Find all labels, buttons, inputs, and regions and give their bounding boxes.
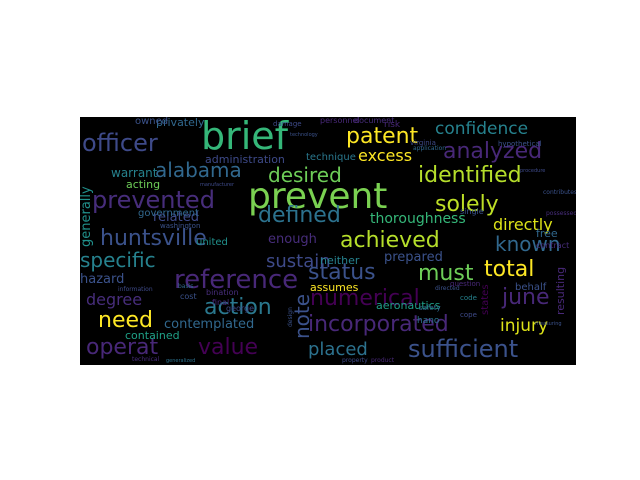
word: identified [418,163,522,188]
word: measuring [535,321,562,327]
word-cloud: brief prevent officer patent confidence … [80,117,576,365]
word: government [138,208,199,219]
word: officer [82,129,158,157]
word: june [502,285,550,310]
word: prevented [92,186,215,214]
word: thoroughness [370,211,466,227]
word: operat [86,335,159,360]
word: related [153,210,199,225]
word: excess [358,146,413,165]
word: specific [80,248,156,272]
word: brief [201,117,289,158]
word: damage [273,120,302,128]
word: generalized [166,358,196,364]
word: sustain [266,251,331,272]
word: possessed [546,210,576,217]
word: behalf [515,282,547,293]
word: assumes [310,281,359,294]
word: huntsville [100,226,207,251]
word: basis [178,283,194,290]
word: procedure [520,168,546,174]
word: incorporated [308,312,449,337]
word: acting [126,178,161,191]
word: contained [125,329,180,342]
word: resulting [554,266,567,315]
word: injury [500,316,549,336]
word: application [413,145,447,152]
word: george [226,304,255,313]
word: technical [132,356,160,363]
word: hano [417,316,440,326]
word: must [418,261,474,286]
word: solely [435,192,499,217]
word: known [495,232,561,256]
word: risk [384,120,401,130]
word: prepared [384,250,443,265]
word: question [450,280,481,288]
word: technique [306,152,356,163]
word: degree [86,290,143,309]
word: reference [174,265,299,295]
word: defined [258,203,341,228]
word: contemplated [164,317,255,332]
word: directed [435,285,460,292]
word: bination [206,288,239,297]
word: patent [346,124,419,149]
word: cope [460,311,477,319]
word: aeronautics [376,299,441,312]
word: need [98,308,153,333]
word: united [196,237,228,248]
word: hazard [80,272,125,287]
word: administration [205,153,285,166]
word: sufficient [408,335,519,363]
word: property [342,357,368,364]
word: analyzed [443,139,543,164]
word: free [536,227,558,240]
word: directly [493,215,553,234]
word: alabama [155,158,242,182]
word: document [354,117,395,125]
word: design [287,307,294,327]
word: contract [536,241,570,250]
word: virginia [410,139,436,147]
word: confidence [435,119,529,139]
word: owned [135,117,169,127]
word: privately [156,117,205,129]
word: single [460,207,484,216]
word: hypothetical [498,140,542,148]
word: product [371,357,395,364]
word: final [212,298,230,307]
word: information [118,286,153,293]
word: technology [290,132,318,138]
word: contributes [543,189,576,196]
word: desired [268,163,342,187]
word: achieved [340,228,440,253]
word: washington [160,222,201,230]
word: action [204,295,272,320]
word: states [480,284,491,315]
word: value [198,335,259,360]
word: safety [419,304,441,312]
word: cost [180,292,197,301]
word: personnel [320,117,360,125]
word: prevent [248,176,388,217]
word: enough [268,232,317,247]
word: generally [80,186,94,247]
word: status [308,260,376,285]
word: total [484,257,535,282]
word: code [460,294,477,302]
word: numerical [310,286,420,311]
word: neither [320,254,360,267]
word: warrant [111,166,158,180]
word: placed [308,339,368,360]
word: manufacturer [200,182,235,188]
